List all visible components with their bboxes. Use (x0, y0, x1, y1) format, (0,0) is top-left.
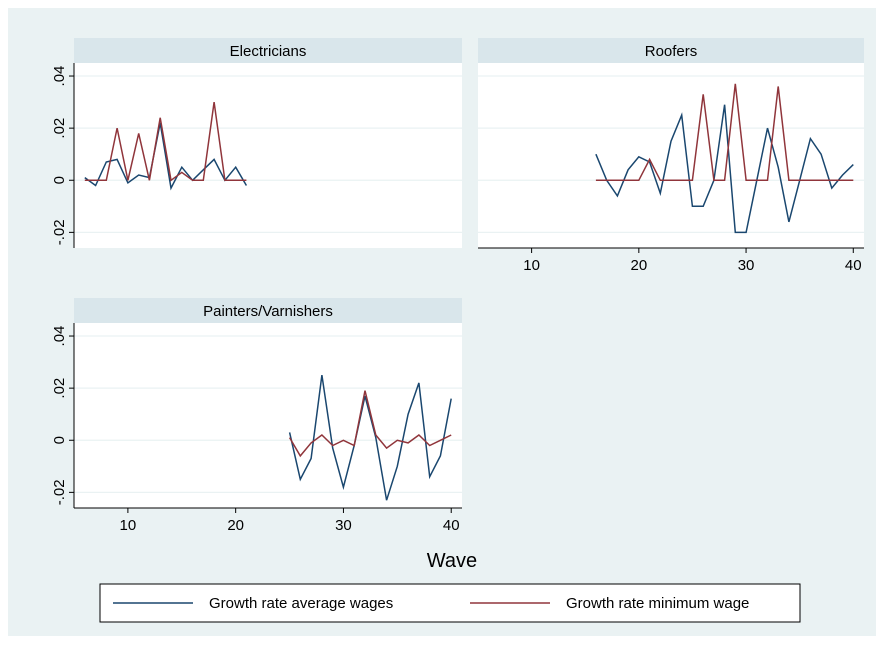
x-axis-title: Wave (427, 550, 477, 572)
y-tick-label: .04 (51, 66, 68, 87)
x-tick-label: 10 (523, 257, 540, 274)
panel-strip (74, 38, 462, 63)
series-line-average-wages (288, 374, 452, 501)
y-tick-label: -.02 (51, 219, 68, 245)
y-tick-label: -.02 (51, 479, 68, 505)
panel-title: Electricians (230, 43, 307, 60)
x-tick-label: 10 (120, 517, 137, 534)
x-tick-label: 40 (443, 517, 460, 534)
panel-strip (74, 298, 462, 323)
legend-label: Growth rate average wages (209, 595, 393, 612)
panel-electricians: Electricians -.02 0 .02 .04 (51, 38, 462, 248)
x-tick-label: 30 (335, 517, 352, 534)
legend: Growth rate average wages Growth rate min… (99, 583, 801, 623)
series-line-minimum-wage (84, 101, 247, 182)
series-line-minimum-wage (595, 83, 854, 182)
legend-box (99, 583, 801, 623)
plot-area (74, 63, 462, 248)
series-line-minimum-wage (288, 390, 452, 458)
series-line-average-wages (84, 122, 248, 191)
y-tick-label: 0 (51, 176, 68, 184)
legend-label: Growth rate minimum wage (566, 595, 749, 612)
plot-area (74, 323, 462, 508)
x-tick-label: 30 (738, 257, 755, 274)
panel-title: Painters/Varnishers (203, 303, 333, 320)
panel-painters-varnishers: Painters/Varnishers -.02 0 .02 .04 10 20 30 40 (51, 298, 462, 534)
y-tick-label: 0 (51, 436, 68, 444)
x-tick-label: 40 (845, 257, 862, 274)
series-line-average-wages (595, 104, 854, 234)
x-tick-label: 20 (630, 257, 647, 274)
y-tick-label: .04 (51, 326, 68, 347)
plot-area (478, 63, 864, 248)
x-tick-label: 20 (227, 517, 244, 534)
y-tick-label: .02 (51, 378, 68, 399)
y-tick-label: .02 (51, 118, 68, 139)
panel-title: Roofers (645, 43, 698, 60)
panel-strip (478, 38, 864, 63)
panel-roofers: Roofers 10 20 30 40 (478, 38, 864, 274)
